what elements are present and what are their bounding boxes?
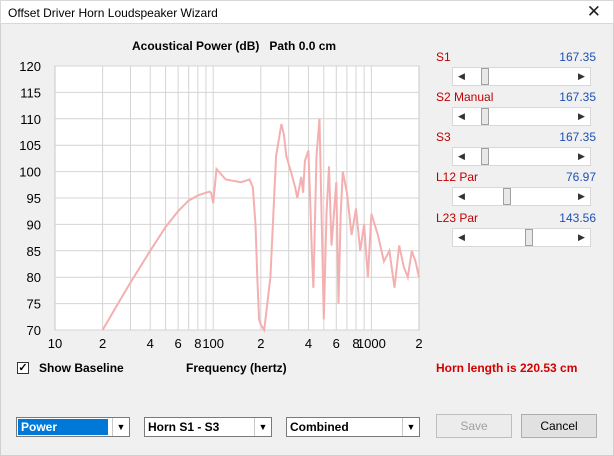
window-title: Offset Driver Horn Loudspeaker Wizard: [8, 6, 218, 20]
x-tick-label: 2: [99, 336, 106, 351]
x-tick-label: 2: [257, 336, 264, 351]
mode-select-value: Power: [18, 419, 108, 435]
x-tick-label: 6: [174, 336, 181, 351]
slider-thumb[interactable]: [525, 229, 534, 246]
plot-title: Acoustical Power (dB) Path 0.0 cm: [132, 39, 337, 53]
slider-thumb[interactable]: [503, 188, 512, 205]
chevron-down-icon[interactable]: ▼: [402, 418, 419, 436]
x-tick-label: 4: [147, 336, 154, 351]
y-tick-label: 90: [27, 217, 41, 232]
scroll-left-icon[interactable]: ◀: [458, 71, 465, 81]
scroll-right-icon[interactable]: ▶: [578, 151, 585, 161]
scroll-right-icon[interactable]: ▶: [578, 191, 585, 201]
slider-label: L23 Par: [436, 211, 479, 225]
slider-scrollbar[interactable]: ◀ ▶: [452, 67, 591, 86]
y-tick-label: 70: [27, 323, 41, 338]
y-tick-label: 75: [27, 297, 41, 312]
x-tick-label: 8: [352, 336, 359, 351]
slider-thumb[interactable]: [481, 68, 490, 85]
x-tick-label: 1000: [357, 336, 386, 351]
slider-value: 167.35: [559, 50, 596, 64]
slider-row: S1 167.35 ◀ ▶: [436, 50, 596, 88]
slider-scrollbar[interactable]: ◀ ▶: [452, 107, 591, 126]
slider-value: 167.35: [559, 130, 596, 144]
mode-select[interactable]: Power ▼: [16, 417, 130, 437]
slider-row: S2 Manual 167.35 ◀ ▶: [436, 90, 596, 128]
close-icon[interactable]: ✕: [586, 2, 601, 21]
scroll-left-icon[interactable]: ◀: [458, 232, 465, 242]
y-tick-label: 105: [19, 138, 41, 153]
scroll-right-icon[interactable]: ▶: [578, 111, 585, 121]
slider-value: 143.56: [559, 211, 596, 225]
scroll-right-icon[interactable]: ▶: [578, 232, 585, 242]
x-tick-label: 10: [48, 336, 62, 351]
range-select-value: Horn S1 - S3: [148, 420, 220, 434]
title-bar: Offset Driver Horn Loudspeaker Wizard ✕: [0, 0, 614, 24]
scroll-left-icon[interactable]: ◀: [458, 191, 465, 201]
show-baseline-label[interactable]: Show Baseline: [39, 361, 124, 375]
slider-value: 167.35: [559, 90, 596, 104]
slider-label: L12 Par: [436, 170, 479, 184]
scroll-left-icon[interactable]: ◀: [458, 111, 465, 121]
slider-label: S1: [436, 50, 451, 64]
y-tick-label: 85: [27, 244, 41, 259]
show-baseline-checkbox[interactable]: ✓: [17, 362, 29, 374]
slider-thumb[interactable]: [481, 108, 490, 125]
range-select[interactable]: Horn S1 - S3 ▼: [144, 417, 272, 437]
y-tick-label: 115: [20, 85, 41, 100]
save-button[interactable]: Save: [436, 414, 512, 438]
y-tick-label: 80: [27, 270, 41, 285]
x-axis-title: Frequency (hertz): [186, 361, 287, 375]
cancel-button[interactable]: Cancel: [521, 414, 597, 438]
slider-row: S3 167.35 ◀ ▶: [436, 130, 596, 168]
scroll-right-icon[interactable]: ▶: [578, 71, 585, 81]
horn-length-text: Horn length is 220.53 cm: [436, 361, 578, 375]
slider-row: L23 Par 143.56 ◀ ▶: [436, 211, 596, 249]
y-tick-label: 100: [19, 165, 41, 180]
slider-value: 76.97: [565, 170, 596, 184]
chevron-down-icon[interactable]: ▼: [112, 418, 129, 436]
x-tick-label: 4: [305, 336, 312, 351]
y-tick-label: 110: [20, 112, 41, 127]
slider-scrollbar[interactable]: ◀ ▶: [452, 228, 591, 247]
slider-thumb[interactable]: [481, 148, 490, 165]
x-tick-label: 100: [202, 336, 224, 351]
chevron-down-icon[interactable]: ▼: [254, 418, 271, 436]
y-tick-label: 120: [19, 59, 41, 74]
y-tick-label: 95: [27, 191, 41, 206]
slider-row: L12 Par 76.97 ◀ ▶: [436, 170, 596, 208]
view-select[interactable]: Combined ▼: [286, 417, 420, 437]
x-tick-label: 8: [194, 336, 201, 351]
x-tick-label: 2: [415, 336, 422, 351]
scroll-left-icon[interactable]: ◀: [458, 151, 465, 161]
view-select-value: Combined: [290, 420, 349, 434]
x-tick-label: 6: [333, 336, 340, 351]
power-series-line: [101, 118, 420, 333]
slider-scrollbar[interactable]: ◀ ▶: [452, 187, 591, 206]
slider-label: S2 Manual: [436, 90, 494, 104]
slider-label: S3: [436, 130, 451, 144]
slider-scrollbar[interactable]: ◀ ▶: [452, 147, 591, 166]
